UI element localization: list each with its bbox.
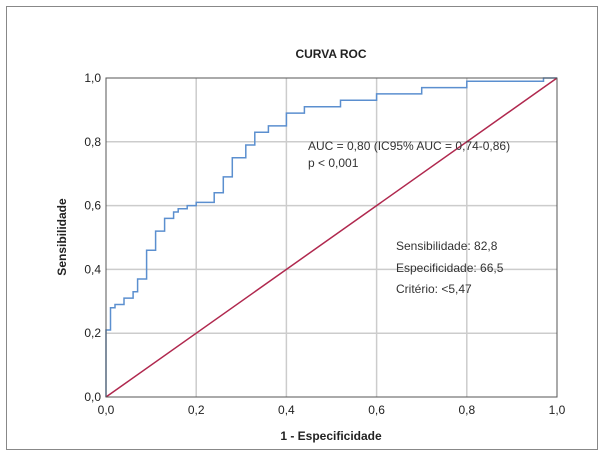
- y-axis-label: Sensibilidade: [55, 198, 69, 276]
- y-tick-label: 0,0: [84, 390, 101, 404]
- y-tick-label: 0,8: [84, 135, 101, 149]
- y-tick-label: 0,6: [84, 199, 101, 213]
- y-tick-label: 1,0: [84, 71, 101, 85]
- x-tick-label: 0,4: [278, 403, 295, 417]
- y-tick-label: 0,2: [84, 326, 101, 340]
- annotation-auc-text: AUC = 0,80 (IC95% AUC = 0,74-0,86): [308, 139, 510, 153]
- annotation-specificity: Especificidade: 66,5: [396, 261, 504, 275]
- x-axis-label: 1 - Especificidade: [280, 429, 382, 443]
- chart-title: CURVA ROC: [295, 47, 366, 61]
- x-tick-label: 0,0: [98, 403, 115, 417]
- x-tick-label: 0,8: [458, 403, 475, 417]
- y-tick-label: 0,4: [84, 262, 101, 276]
- x-tick-label: 1,0: [549, 403, 566, 417]
- x-tick-label: 0,6: [368, 403, 385, 417]
- x-tick-label: 0,2: [188, 403, 205, 417]
- annotation-sensitivity: Sensibilidade: 82,8: [396, 239, 498, 253]
- annotation-criterion: Critério: <5,47: [396, 282, 472, 296]
- annotation-p-value: p < 0,001: [308, 156, 359, 170]
